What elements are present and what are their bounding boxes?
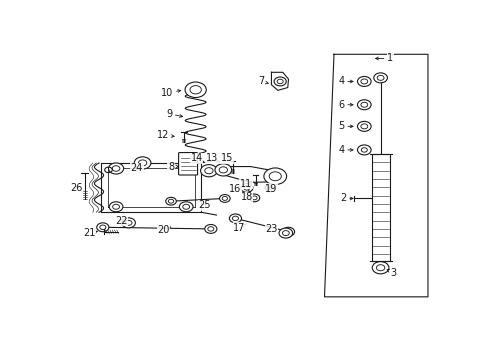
- Text: 25: 25: [198, 201, 210, 210]
- Circle shape: [215, 164, 231, 176]
- Text: 14: 14: [190, 153, 203, 163]
- Circle shape: [274, 77, 285, 86]
- Text: 21: 21: [83, 228, 97, 238]
- Circle shape: [108, 163, 123, 174]
- FancyBboxPatch shape: [178, 153, 197, 175]
- Circle shape: [122, 218, 135, 228]
- Circle shape: [184, 82, 206, 98]
- Circle shape: [373, 73, 386, 83]
- Text: 6: 6: [338, 100, 352, 110]
- Circle shape: [165, 197, 176, 205]
- Circle shape: [357, 145, 370, 155]
- Text: 16: 16: [229, 184, 242, 194]
- Circle shape: [219, 194, 230, 202]
- Text: 3: 3: [386, 268, 396, 278]
- Text: 23: 23: [264, 224, 277, 234]
- Circle shape: [134, 157, 151, 169]
- Text: 8: 8: [167, 162, 178, 172]
- Text: 7: 7: [258, 76, 268, 86]
- Text: 9: 9: [166, 109, 182, 119]
- Circle shape: [371, 262, 388, 274]
- Text: 15: 15: [221, 153, 233, 163]
- Text: 12: 12: [156, 130, 174, 140]
- Circle shape: [265, 184, 275, 192]
- Circle shape: [204, 225, 217, 233]
- Text: 11: 11: [240, 179, 252, 189]
- Circle shape: [200, 165, 217, 177]
- Text: 18: 18: [240, 192, 252, 202]
- Polygon shape: [206, 167, 280, 183]
- Polygon shape: [371, 154, 389, 261]
- Circle shape: [357, 121, 370, 131]
- Polygon shape: [271, 72, 288, 90]
- Circle shape: [240, 184, 252, 192]
- Circle shape: [178, 163, 193, 174]
- Text: 1: 1: [375, 53, 392, 63]
- Circle shape: [264, 168, 286, 185]
- Circle shape: [279, 228, 292, 238]
- Text: 5: 5: [338, 121, 352, 131]
- Text: 22: 22: [115, 216, 127, 226]
- Circle shape: [248, 194, 259, 202]
- Text: 24: 24: [130, 163, 143, 174]
- Text: 20: 20: [157, 225, 170, 235]
- Text: 4: 4: [338, 76, 352, 86]
- Circle shape: [97, 223, 109, 232]
- Circle shape: [357, 100, 370, 110]
- Text: 19: 19: [265, 184, 277, 194]
- Text: 26: 26: [70, 183, 82, 193]
- Circle shape: [229, 214, 241, 223]
- Text: 13: 13: [205, 153, 219, 163]
- Text: 4: 4: [338, 145, 352, 155]
- Circle shape: [109, 202, 122, 212]
- Text: 17: 17: [233, 222, 245, 233]
- Text: 10: 10: [161, 88, 180, 98]
- Circle shape: [282, 227, 294, 236]
- Circle shape: [179, 202, 193, 212]
- Text: 2: 2: [340, 193, 352, 203]
- Circle shape: [357, 76, 370, 86]
